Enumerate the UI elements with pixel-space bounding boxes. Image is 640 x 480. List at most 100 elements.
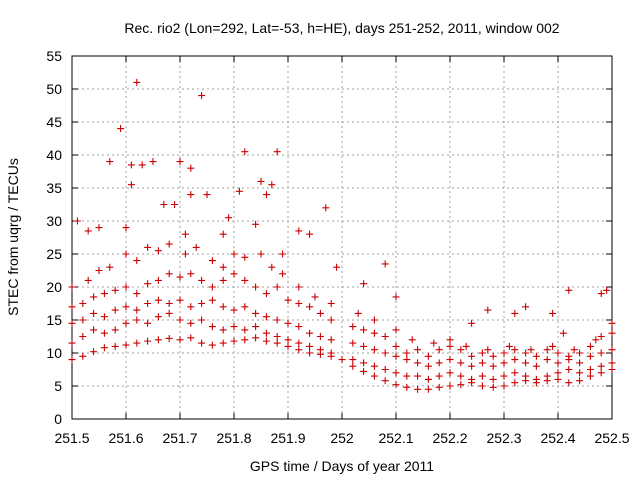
data-point [586, 372, 594, 380]
data-point [565, 366, 573, 373]
data-point [608, 359, 616, 367]
data-point [322, 204, 330, 212]
data-point [133, 339, 141, 347]
data-point [165, 270, 173, 278]
data-point [208, 341, 216, 349]
data-point [154, 336, 162, 344]
data-point [489, 352, 497, 360]
y-tick-label: 50 [46, 81, 62, 97]
data-point [95, 224, 103, 232]
data-point [73, 217, 81, 225]
data-point [138, 161, 146, 169]
data-point [576, 359, 584, 367]
data-point [284, 296, 292, 304]
data-point [127, 161, 135, 169]
data-point [597, 362, 605, 370]
data-point [176, 316, 184, 324]
data-point [424, 352, 432, 360]
data-point [230, 323, 238, 331]
data-point [122, 250, 130, 258]
data-point [554, 375, 562, 383]
data-point [381, 260, 389, 268]
data-point [219, 230, 227, 238]
data-point [554, 369, 562, 377]
data-point [446, 356, 454, 364]
data-point [262, 313, 270, 321]
data-point [592, 336, 600, 344]
data-point [414, 385, 422, 393]
y-tick-label: 0 [54, 411, 62, 427]
data-point [68, 319, 76, 327]
data-point [90, 309, 98, 317]
data-point [333, 263, 341, 271]
y-tick-label: 45 [46, 114, 62, 130]
data-point [84, 227, 92, 235]
data-point [462, 342, 470, 350]
data-point [597, 333, 605, 340]
data-point [122, 224, 130, 232]
data-point [100, 329, 108, 337]
data-point [187, 164, 195, 172]
y-tick-label: 20 [46, 279, 62, 295]
data-point [327, 349, 335, 357]
data-point [489, 383, 497, 391]
data-point [527, 346, 535, 354]
data-point [532, 362, 540, 370]
data-point [176, 336, 184, 344]
data-point [219, 263, 227, 271]
data-point [79, 316, 87, 324]
data-point [192, 243, 200, 251]
y-tick-label: 15 [46, 312, 62, 328]
data-point [586, 352, 594, 360]
data-point [349, 339, 357, 347]
data-point [360, 342, 368, 350]
data-point [111, 342, 119, 350]
data-point [554, 359, 562, 367]
data-point [262, 290, 270, 298]
data-point [68, 356, 76, 364]
data-point [338, 356, 346, 364]
data-point [565, 286, 573, 294]
data-point [370, 329, 378, 337]
data-point [95, 267, 103, 274]
x-tick-label: 251.6 [108, 430, 143, 446]
data-point [208, 323, 216, 331]
data-point [100, 344, 108, 352]
data-point [252, 309, 260, 317]
data-point [284, 319, 292, 327]
data-point [586, 366, 594, 373]
data-point [414, 372, 422, 380]
data-point [381, 333, 389, 340]
data-point [295, 346, 303, 354]
data-point [532, 375, 540, 383]
data-point [187, 334, 195, 342]
data-point [165, 309, 173, 317]
data-point [370, 346, 378, 354]
data-point [208, 283, 216, 291]
data-point [468, 362, 476, 370]
data-point [457, 359, 465, 367]
data-point [100, 290, 108, 298]
x-tick-label: 251.5 [54, 430, 89, 446]
data-point [306, 303, 314, 311]
data-point [262, 337, 270, 345]
data-point [306, 329, 314, 337]
data-point [597, 369, 605, 377]
y-tick-label: 10 [46, 345, 62, 361]
data-point [133, 290, 141, 298]
data-point [154, 313, 162, 321]
data-point [252, 334, 260, 342]
data-point [219, 326, 227, 334]
data-point [187, 191, 195, 199]
data-point [554, 349, 562, 357]
data-point [543, 372, 551, 380]
x-tick-label: 252.3 [486, 430, 521, 446]
data-point [133, 78, 141, 86]
data-point [608, 346, 616, 354]
data-point [559, 329, 567, 337]
data-point [241, 336, 249, 344]
data-point [500, 359, 508, 367]
data-point [208, 296, 216, 304]
data-point [252, 220, 260, 228]
